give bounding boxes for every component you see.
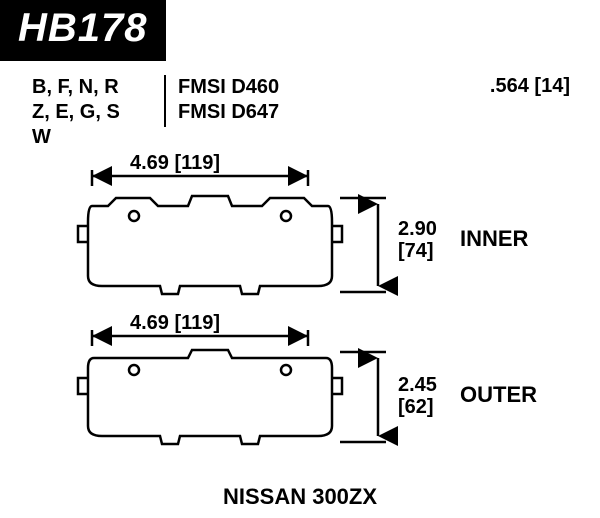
thickness-in: .564	[490, 75, 529, 97]
inner-height-mm: [74]	[398, 240, 437, 262]
outer-width-in: 4.69	[130, 312, 169, 334]
outer-pad-outline	[70, 344, 350, 452]
inner-width-in: 4.69	[130, 152, 169, 174]
part-number: HB178	[18, 6, 148, 50]
inner-pad-outline	[70, 184, 350, 304]
inner-height-dim	[340, 184, 400, 304]
outer-height-mm: [62]	[398, 396, 437, 418]
spec-row: B, F, N, R Z, E, G, S W FMSI D460 FMSI D…	[0, 75, 600, 150]
outer-width-label: 4.69 [119]	[130, 312, 220, 334]
outer-height-in: 2.45	[398, 374, 437, 396]
codes-line: Z, E, G, S	[32, 100, 152, 125]
inner-width-label: 4.69 [119]	[130, 152, 220, 174]
codes-line: B, F, N, R	[32, 75, 152, 100]
outer-height-label: 2.45 [62]	[398, 374, 437, 418]
thickness-mm: [14]	[534, 75, 570, 97]
spec-divider	[164, 75, 166, 127]
diagram-area: 4.69 [119] 2.90 [74] INNER	[0, 156, 600, 496]
inner-width-mm: [119]	[175, 152, 221, 174]
fmsi-line: FMSI D460	[178, 75, 338, 100]
inner-height-in: 2.90	[398, 218, 437, 240]
inner-height-label: 2.90 [74]	[398, 218, 437, 262]
thickness: .564 [14]	[490, 75, 580, 98]
compound-codes: B, F, N, R Z, E, G, S W	[32, 75, 152, 150]
fmsi-codes: FMSI D460 FMSI D647	[178, 75, 338, 125]
outer-height-dim	[340, 344, 400, 452]
vehicle-label: NISSAN 300ZX	[0, 484, 600, 510]
codes-line: W	[32, 125, 152, 150]
outer-width-mm: [119]	[175, 312, 221, 334]
part-number-header: HB178	[0, 0, 166, 61]
inner-label: INNER	[460, 226, 528, 252]
outer-label: OUTER	[460, 382, 537, 408]
fmsi-line: FMSI D647	[178, 100, 338, 125]
